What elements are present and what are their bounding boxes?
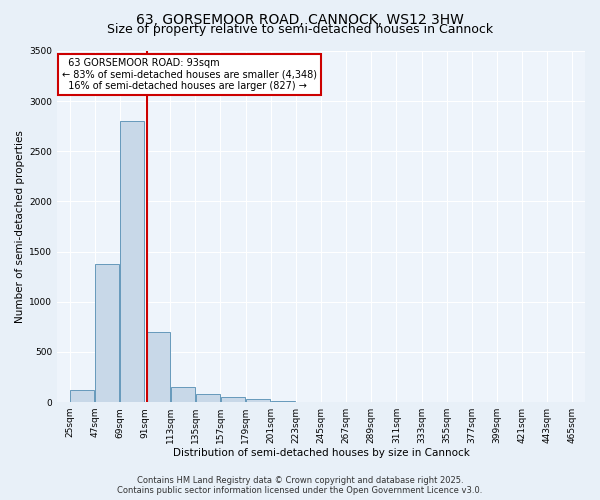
Text: 63, GORSEMOOR ROAD, CANNOCK, WS12 3HW: 63, GORSEMOOR ROAD, CANNOCK, WS12 3HW: [136, 12, 464, 26]
Bar: [196, 394, 220, 402]
Bar: [221, 397, 245, 402]
Bar: [171, 387, 195, 402]
X-axis label: Distribution of semi-detached houses by size in Cannock: Distribution of semi-detached houses by …: [173, 448, 469, 458]
Text: 63 GORSEMOOR ROAD: 93sqm  
← 83% of semi-detached houses are smaller (4,348)
  1: 63 GORSEMOOR ROAD: 93sqm ← 83% of semi-d…: [62, 58, 317, 91]
Bar: [95, 264, 119, 402]
Bar: [271, 400, 295, 402]
Bar: [146, 332, 170, 402]
Bar: [121, 121, 145, 402]
Bar: [70, 390, 94, 402]
Text: Contains HM Land Registry data © Crown copyright and database right 2025.
Contai: Contains HM Land Registry data © Crown c…: [118, 476, 482, 495]
Text: Size of property relative to semi-detached houses in Cannock: Size of property relative to semi-detach…: [107, 22, 493, 36]
Bar: [246, 399, 270, 402]
Y-axis label: Number of semi-detached properties: Number of semi-detached properties: [15, 130, 25, 323]
